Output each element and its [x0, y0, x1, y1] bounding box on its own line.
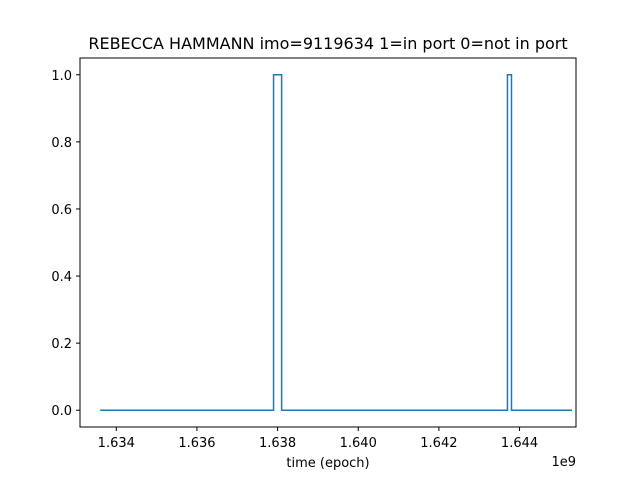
x-offset-label: 1e9: [551, 455, 576, 470]
y-tick-label: 0.2: [51, 337, 72, 352]
x-tick-label: 1.638: [259, 436, 296, 451]
plot-frame: [79, 57, 577, 428]
y-tick-label: 0.4: [51, 270, 72, 285]
x-tick-label: 1.636: [178, 436, 215, 451]
y-tick-label: 0.0: [51, 404, 72, 419]
y-tick-label: 1.0: [51, 69, 72, 84]
x-tick-label: 1.642: [420, 436, 457, 451]
x-axis-label: time (epoch): [286, 456, 369, 471]
x-tick-label: 1.644: [501, 436, 538, 451]
series-line: [100, 74, 572, 411]
y-tick-label: 0.6: [51, 203, 72, 218]
axes: 1.634 1.636 1.638 1.640 1.642 1.644 0.0 0.2 0.4 0…: [51, 69, 538, 451]
y-tick-label: 0.8: [51, 136, 72, 151]
x-tick-label: 1.640: [340, 436, 377, 451]
x-tick-label: 1.634: [98, 436, 135, 451]
chart-title: REBECCA HAMMANN imo=9119634 1=in port 0=…: [88, 34, 567, 53]
